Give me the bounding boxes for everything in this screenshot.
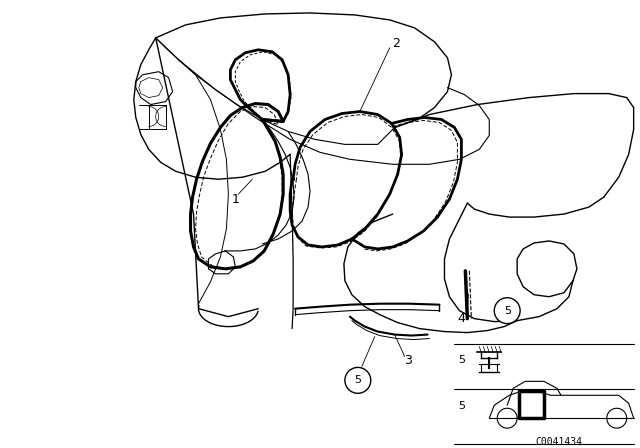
Text: 4: 4 — [458, 312, 465, 325]
Text: 5: 5 — [458, 355, 465, 366]
Text: C0041434: C0041434 — [536, 437, 582, 447]
Text: 5: 5 — [355, 375, 362, 385]
Text: 1: 1 — [232, 193, 239, 206]
Text: 5: 5 — [504, 306, 511, 316]
Text: 3: 3 — [404, 354, 412, 367]
Text: 5: 5 — [458, 401, 465, 411]
Text: 2: 2 — [392, 37, 399, 50]
Circle shape — [345, 367, 371, 393]
Circle shape — [494, 298, 520, 323]
